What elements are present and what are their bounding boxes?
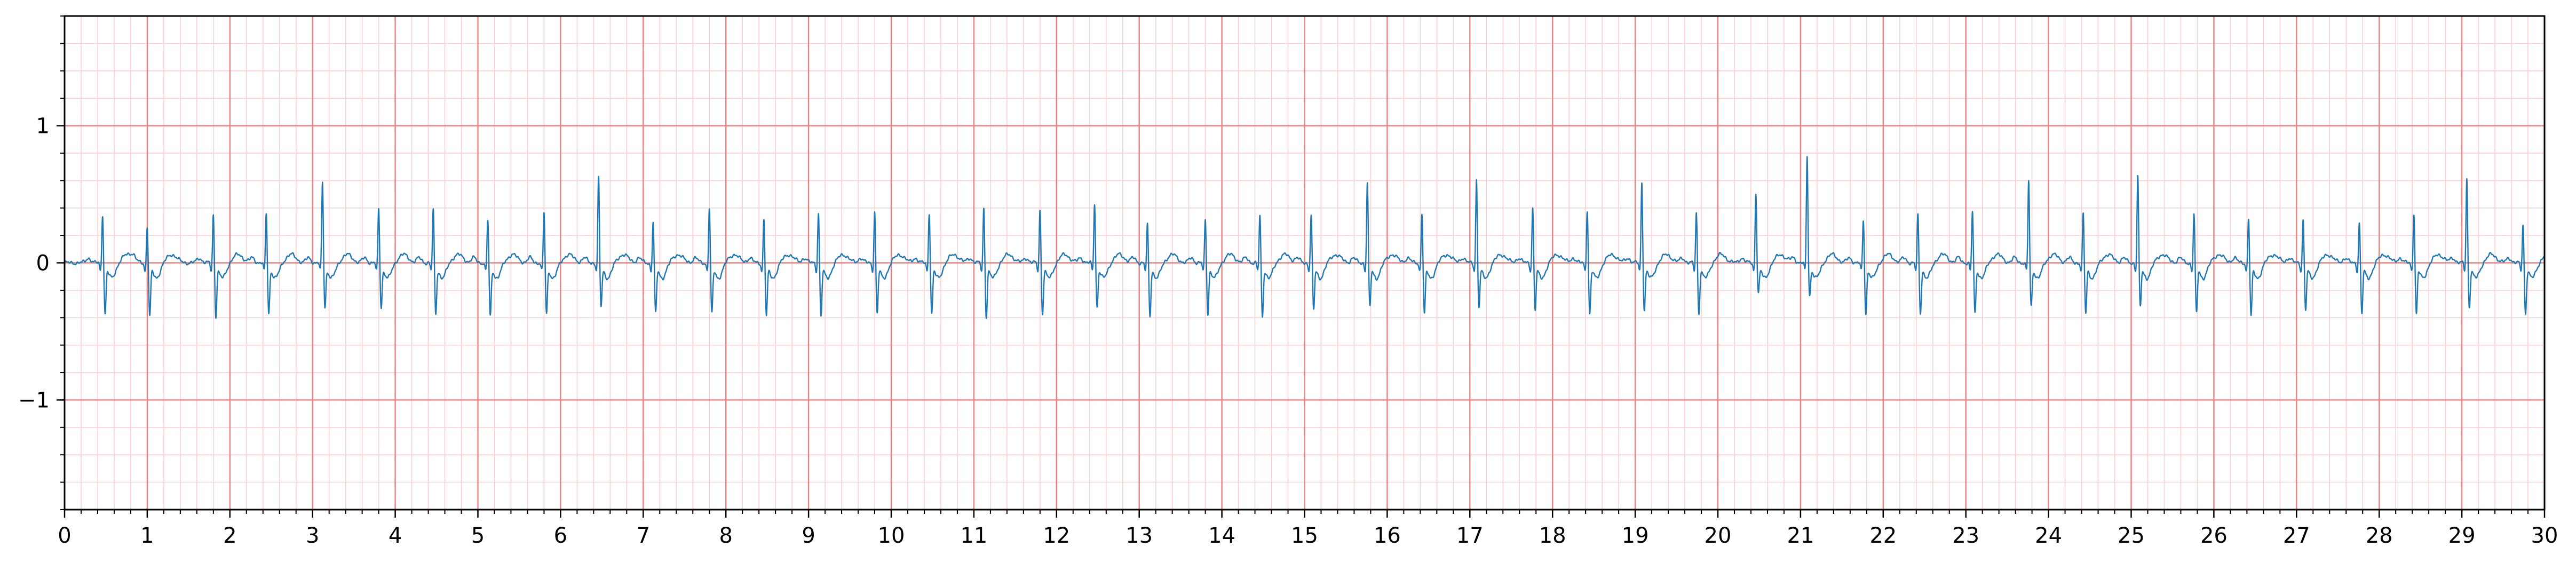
x-tick-label: 2: [223, 524, 236, 548]
y-tick-label: 0: [36, 251, 50, 276]
y-tick-label: 1: [36, 114, 50, 139]
x-tick-label: 8: [719, 524, 732, 548]
x-tick-label: 30: [2531, 524, 2558, 548]
x-tick-label: 13: [1125, 524, 1153, 548]
x-tick-label: 14: [1208, 524, 1235, 548]
x-tick-label: 17: [1456, 524, 1484, 548]
x-tick-label: 0: [58, 524, 71, 548]
x-tick-label: 25: [2118, 524, 2145, 548]
x-tick-label: 26: [2200, 524, 2228, 548]
x-tick-label: 4: [389, 524, 402, 548]
x-tick-label: 12: [1043, 524, 1070, 548]
x-tick-label: 6: [554, 524, 567, 548]
x-tick-label: 19: [1622, 524, 1649, 548]
x-tick-label: 5: [471, 524, 485, 548]
x-tick-label: 9: [802, 524, 815, 548]
x-tick-label: 15: [1291, 524, 1318, 548]
x-tick-label: 29: [2448, 524, 2476, 548]
ecg-trace-layer: [64, 156, 2545, 319]
x-axis-ticks: 0 1 2 3 4 5 6 7 8 9 10 11 12 13 14 15 16 17 18 19 20 21 22 23 24…: [58, 510, 2558, 548]
x-tick-label: 24: [2035, 524, 2062, 548]
x-tick-label: 18: [1539, 524, 1566, 548]
x-tick-label: 3: [306, 524, 319, 548]
x-tick-label: 20: [1705, 524, 1732, 548]
x-tick-label: 21: [1787, 524, 1814, 548]
x-tick-label: 10: [878, 524, 905, 548]
x-tick-label: 27: [2283, 524, 2310, 548]
x-tick-label: 16: [1374, 524, 1401, 548]
y-tick-label: −1: [18, 388, 50, 413]
x-tick-label: 28: [2366, 524, 2393, 548]
x-tick-label: 11: [960, 524, 987, 548]
x-tick-label: 1: [140, 524, 154, 548]
x-tick-label: 22: [1869, 524, 1897, 548]
y-axis-ticks: −1 0 1: [18, 15, 65, 510]
x-tick-label: 23: [1952, 524, 1979, 548]
x-tick-label: 7: [637, 524, 650, 548]
ecg-trace-line: [64, 156, 2545, 319]
